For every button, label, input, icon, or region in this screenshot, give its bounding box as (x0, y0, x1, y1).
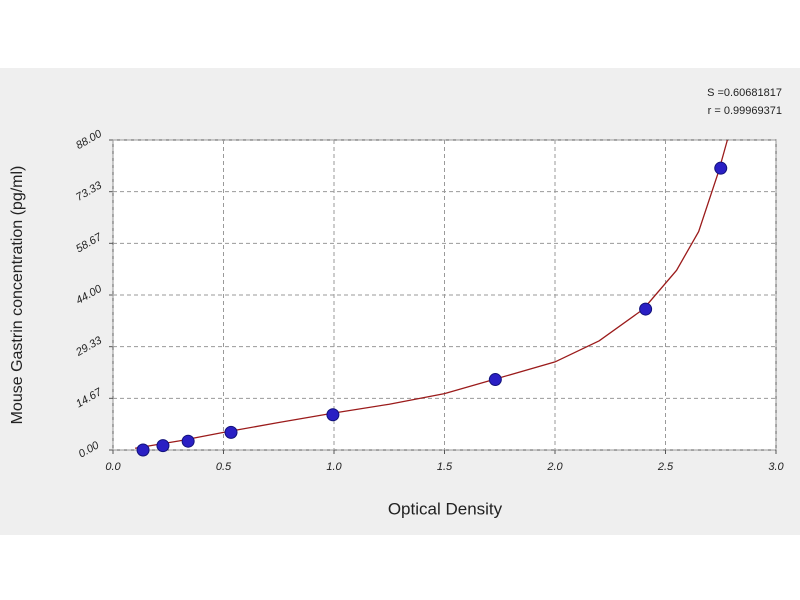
y-axis-label: Mouse Gastrin concentration (pg/ml) (9, 166, 26, 425)
x-tick-label: 2.5 (657, 461, 674, 473)
x-tick-label: 0.5 (216, 461, 232, 473)
data-point (326, 408, 340, 422)
grid (109, 139, 777, 454)
x-tick-label: 3.0 (768, 461, 784, 473)
data-point (224, 425, 238, 439)
marks (134, 139, 729, 457)
x-tick-label: 0.0 (105, 461, 121, 473)
data-point (181, 434, 195, 448)
data-point (136, 443, 150, 457)
x-tick-label: 2.0 (546, 461, 563, 473)
data-point (488, 373, 502, 387)
data-point (156, 439, 170, 453)
annotation: S =0.60681817 (707, 87, 782, 99)
x-tick-label: 1.5 (437, 461, 453, 473)
annotation: r = 0.99969371 (708, 105, 782, 117)
data-point (639, 302, 653, 316)
data-point (714, 161, 728, 175)
x-tick-label: 1.0 (326, 461, 342, 473)
x-axis-label: Optical Density (388, 499, 503, 518)
